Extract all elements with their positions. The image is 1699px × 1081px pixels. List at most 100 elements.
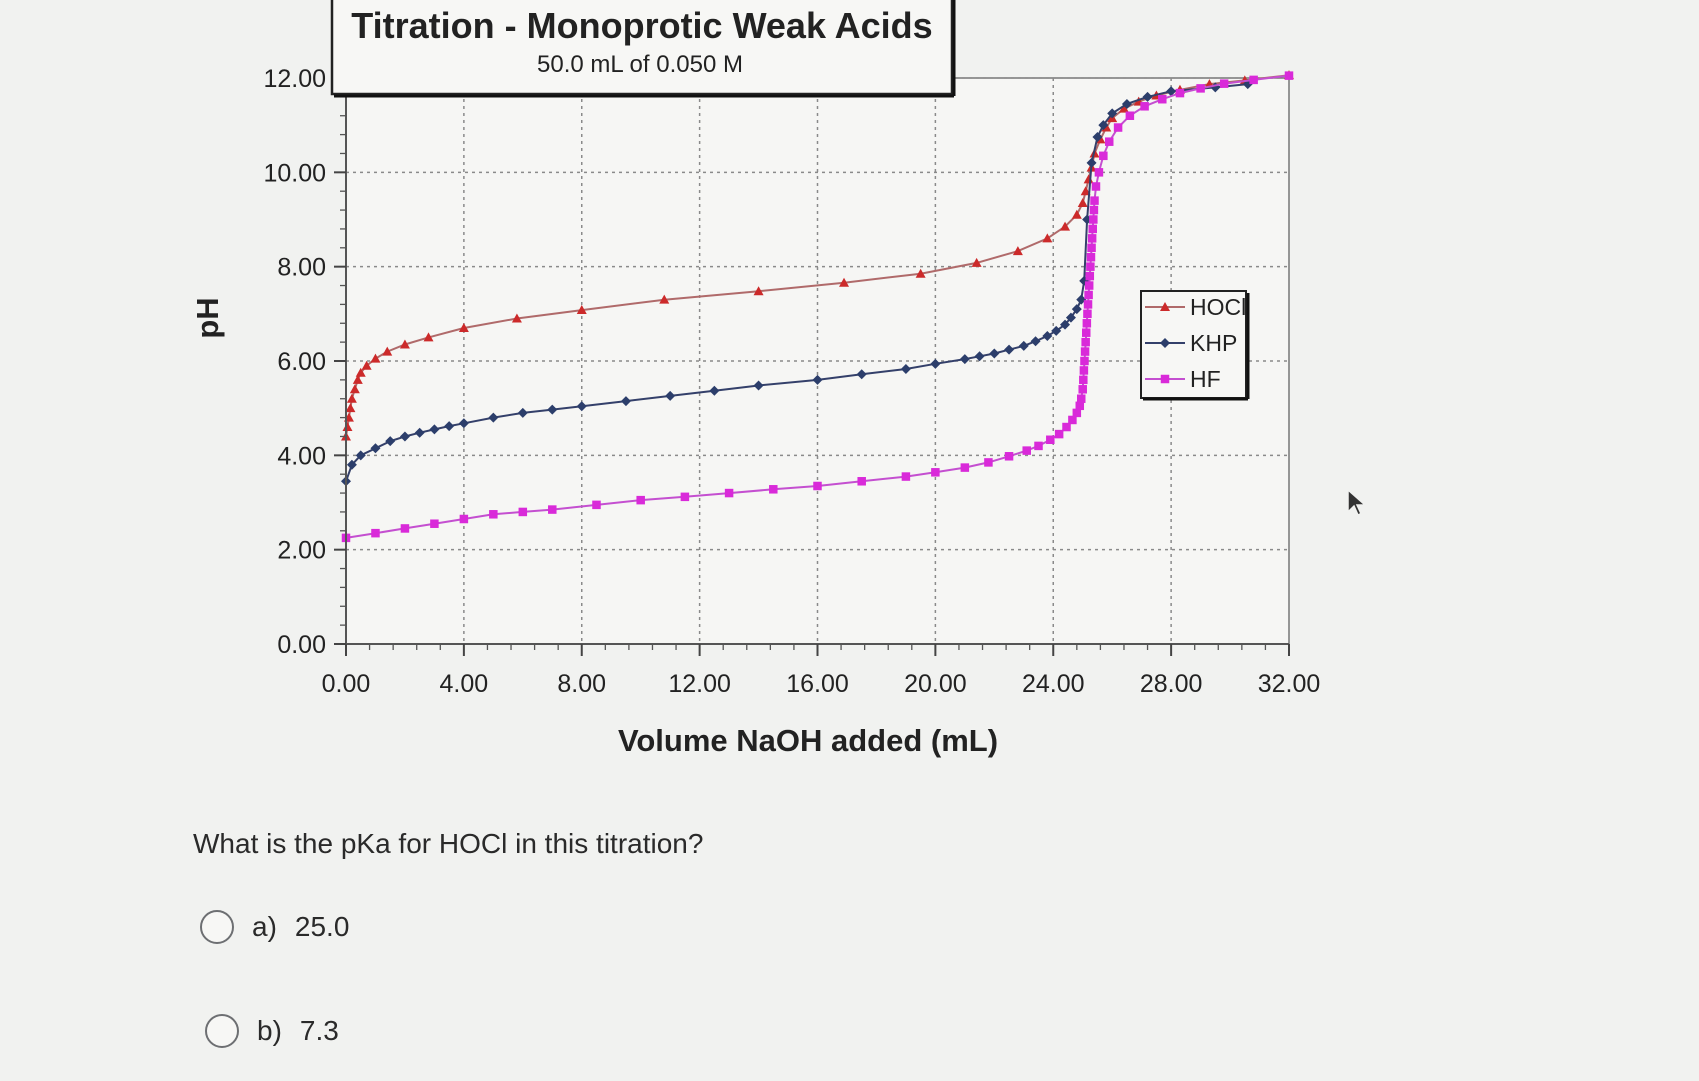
data-point-hf [489,510,498,519]
data-point-khp [620,396,631,407]
radio-button-a[interactable] [200,910,234,944]
y-tick-label: 12.00 [263,65,326,93]
data-point-hocl [346,393,357,403]
data-point-khp [429,424,440,435]
question-text: What is the pKa for HOCl in this titrati… [193,828,704,859]
data-point-hf [1175,88,1185,98]
data-point-hf [901,472,911,481]
data-point-hf [1113,123,1123,132]
data-point-hf [1284,71,1294,80]
data-point-khp [1166,86,1177,97]
data-point-khp [1065,312,1076,323]
option-b-value: 7.3 [299,1015,339,1046]
data-point-khp [1060,319,1071,330]
data-point-hocl [370,353,381,363]
x-tick-label: 24.00 [1022,670,1085,698]
data-point-hocl [1071,209,1082,219]
data-point-hf [680,492,690,502]
radio-button-b[interactable] [205,1014,239,1048]
data-point-hf [1062,422,1071,432]
y-tick-label: 10.00 [263,159,326,187]
data-point-hf [1080,356,1089,366]
data-point-hocl [399,339,410,349]
legend-label-khp: KHP [1190,330,1237,356]
data-point-hf [1078,385,1087,394]
data-point-hf [1090,196,1099,205]
data-point-hf [724,488,734,498]
data-point-hf [1079,366,1089,375]
data-point-khp [974,351,985,362]
x-tick-label: 8.00 [557,670,606,698]
data-point-khp [1107,108,1118,119]
data-point-hf [1083,300,1093,309]
y-tick-label: 2.00 [277,537,326,565]
data-point-hf [1140,102,1149,111]
data-point-khp [576,401,587,412]
data-point-hocl [382,346,393,356]
x-tick-label: 20.00 [904,670,967,698]
data-point-hocl [458,322,469,332]
data-point-hf [813,481,822,491]
data-point-khp [665,390,676,401]
mouse-pointer-icon [1347,488,1367,517]
data-point-hf [1084,281,1094,290]
data-point-hf [1094,168,1104,177]
data-point-hf [1088,224,1097,234]
data-point-hf [1089,205,1099,215]
data-point-hocl [345,403,356,413]
data-point-hf [1054,429,1064,439]
legend-marker-hocl [1160,302,1170,311]
data-point-hf [769,485,778,494]
data-point-hocl [361,360,372,370]
data-point-hf [1034,441,1043,451]
data-point-hf [1081,337,1090,347]
data-point-hocl [576,305,587,315]
data-point-khp [1018,340,1029,351]
data-point-hocl [971,257,982,267]
data-point-hf [1219,79,1229,88]
data-point-hf [1022,446,1031,455]
data-point-hf [1086,262,1095,271]
data-point-khp [458,418,469,429]
data-point-hf [371,528,380,538]
data-point-hocl [1077,197,1088,207]
data-point-hf [592,500,601,510]
data-point-hf [1075,401,1085,411]
option-a-letter: a) [252,911,277,942]
data-point-khp [900,364,911,375]
y-axis-label: pH [190,297,225,338]
data-point-hf [459,514,469,524]
x-tick-label: 32.00 [1258,670,1321,698]
data-point-hf [1046,435,1055,445]
legend-box [1140,290,1247,399]
data-point-khp [1004,344,1015,355]
option-a[interactable]: a) 25.0 [200,910,349,944]
data-point-khp [959,354,970,365]
data-point-hocl [352,374,363,384]
data-point-hf [430,519,439,528]
data-point-khp [1121,98,1132,109]
data-point-khp [1092,131,1103,142]
data-point-khp [370,443,381,454]
series-khp [341,79,1253,487]
data-point-hocl [753,286,764,296]
data-point-khp [709,385,720,396]
data-point-hf [1091,182,1101,191]
option-b[interactable]: b) 7.3 [205,1014,339,1048]
data-point-hocl [915,268,926,278]
data-point-khp [444,421,455,432]
data-point-hf [1099,151,1108,161]
data-point-khp [930,358,941,369]
data-point-hf [1249,75,1258,85]
data-point-hocl [342,422,353,432]
data-point-khp [355,450,366,461]
data-point-hf [931,468,940,477]
y-tick-label: 4.00 [277,442,326,470]
data-point-hf [1072,408,1082,418]
legend-label-hf: HF [1190,366,1221,392]
legend: HOCl KHP HF [1140,290,1250,401]
data-point-khp [1076,294,1087,305]
data-point-khp [753,380,764,391]
data-point-hf [857,477,866,486]
